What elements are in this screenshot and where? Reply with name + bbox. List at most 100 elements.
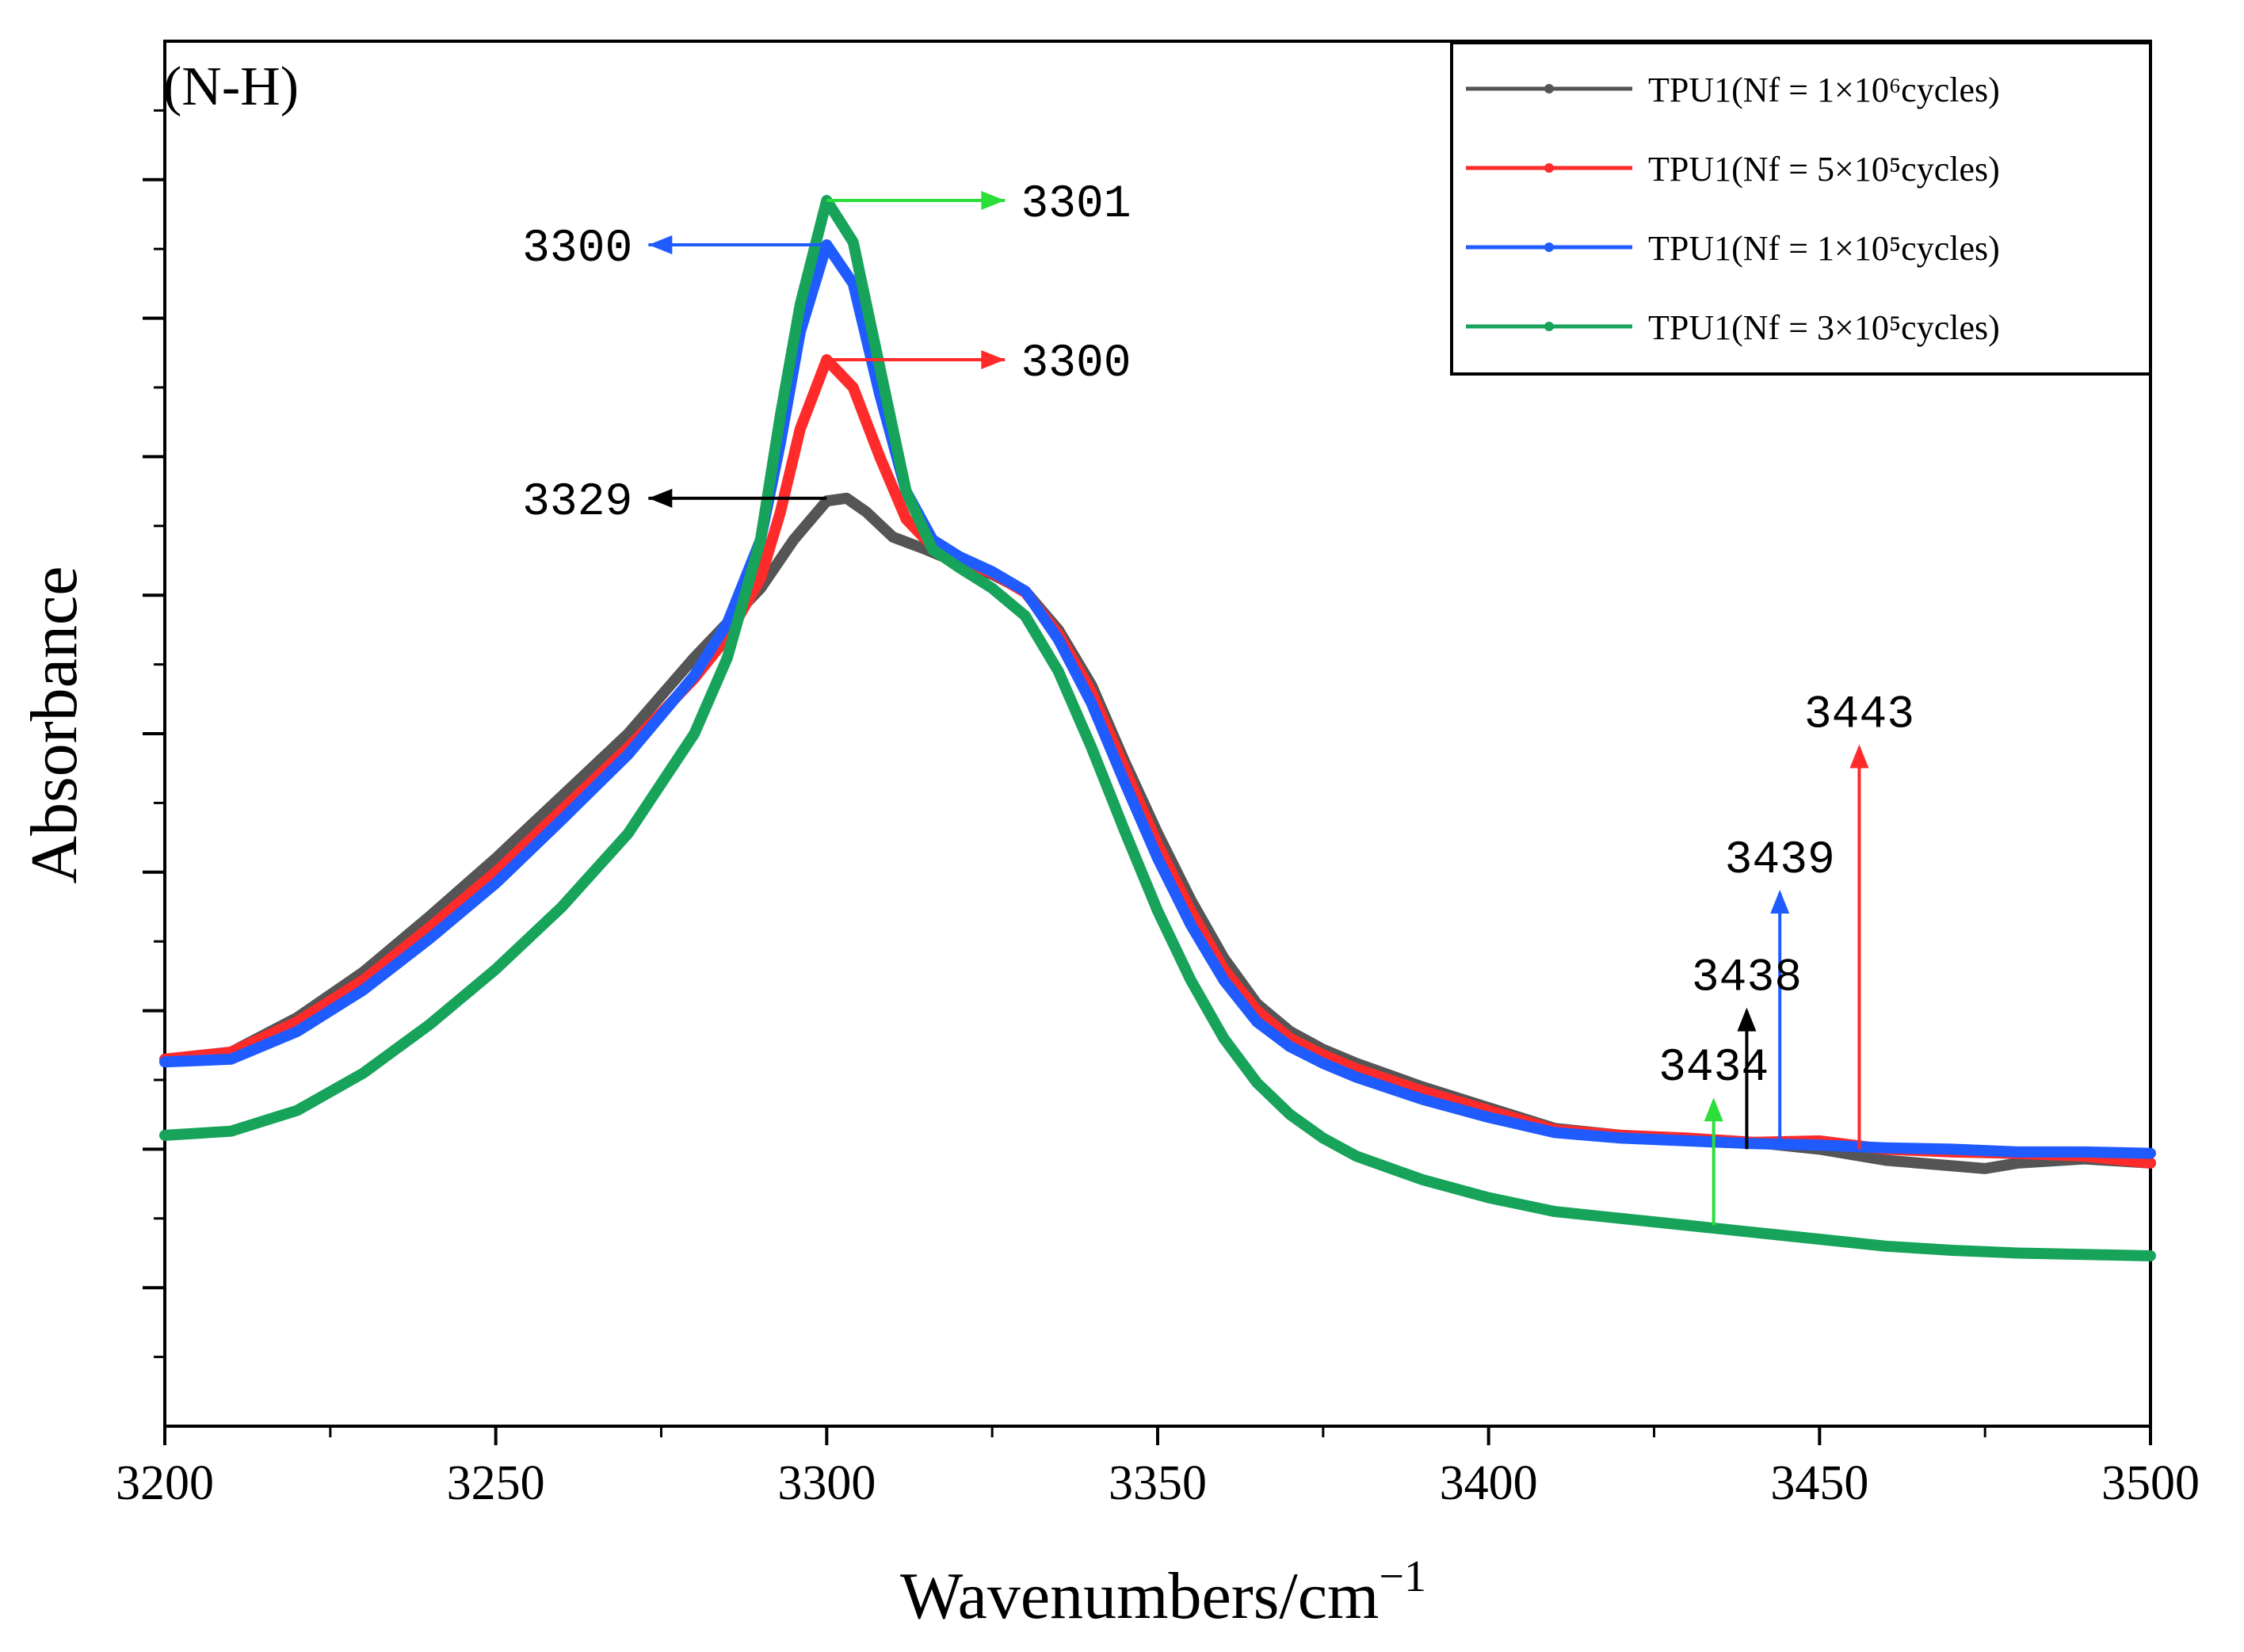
data-point (875, 361, 885, 372)
peak-annotation: 3434 (1658, 1043, 1769, 1226)
data-point (954, 551, 964, 562)
data-point (1020, 586, 1030, 596)
annotation-label: 3301 (1021, 179, 1131, 231)
annotation-label: 3438 (1692, 953, 1802, 1005)
data-point (1880, 1241, 1891, 1251)
data-point (775, 410, 785, 420)
data-point (723, 618, 733, 628)
data-point (848, 278, 858, 288)
data-point (2013, 1158, 2023, 1168)
legend-entry: TPU1(Nf = 1×10⁵cycles) (1466, 229, 2000, 268)
peak-annotation: 3329 (522, 477, 827, 528)
legend-swatch-marker (1544, 242, 1554, 252)
x-axis-title: Wavenumbers/cm−1 (900, 1552, 1426, 1633)
peak-annotation: 3300 (826, 338, 1132, 390)
data-point (689, 652, 700, 662)
annotation-arrowhead (981, 191, 1006, 211)
data-point (1185, 920, 1196, 930)
data-point (1550, 1127, 1560, 1138)
x-tick-label: 3350 (1109, 1456, 1207, 1510)
data-point (901, 514, 911, 525)
data-point (1880, 1155, 1891, 1166)
data-point (1053, 666, 1063, 677)
data-point (788, 535, 799, 545)
data-point (987, 567, 998, 577)
data-point (1748, 1139, 1758, 1149)
legend-label: TPU1(Nf = 1×10⁶cycles) (1648, 71, 2000, 109)
data-point (1351, 1072, 1361, 1082)
x-axis-ticks: 3200 3250 3300 3350 3400 3450 3500 (116, 1426, 2200, 1510)
data-point (490, 853, 501, 864)
x-tick-label: 3300 (777, 1456, 876, 1510)
data-point (226, 1054, 236, 1064)
data-point (723, 652, 733, 662)
data-point (1086, 698, 1097, 708)
data-point (1053, 635, 1063, 645)
data-point (1252, 1078, 1262, 1088)
panel-label: (N-H) (163, 56, 299, 117)
annotation-arrowhead (1849, 744, 1869, 769)
data-point (1947, 1144, 1957, 1154)
x-axis-title-text: Wavenumbers/cm (900, 1559, 1379, 1633)
data-point (2146, 1148, 2155, 1158)
data-point (623, 750, 633, 760)
annotation-arrowhead (648, 488, 673, 508)
data-point (490, 964, 501, 975)
data-point (1483, 1112, 1494, 1123)
annotation-label: 3300 (1021, 338, 1131, 390)
data-point (689, 729, 700, 738)
data-point (1947, 1161, 1957, 1171)
annotation-label: 3439 (1725, 835, 1835, 887)
annotation-arrowhead (1770, 890, 1790, 914)
data-point (1815, 1234, 1825, 1245)
series-layer (159, 195, 2156, 1261)
annotation-arrowhead (981, 350, 1006, 370)
data-point (226, 1126, 236, 1136)
data-point (557, 791, 567, 801)
data-point (1748, 1227, 1758, 1238)
x-tick-label: 3250 (447, 1456, 545, 1510)
annotation-label: 3434 (1658, 1043, 1769, 1094)
data-point (755, 574, 765, 584)
data-point (1120, 777, 1130, 788)
data-point (1219, 1033, 1229, 1043)
data-point (557, 815, 567, 825)
data-point (1682, 1220, 1693, 1230)
data-point (623, 828, 633, 838)
data-point (358, 985, 368, 995)
data-point (1153, 853, 1162, 864)
data-point (1616, 1133, 1626, 1143)
data-point (1351, 1151, 1361, 1162)
data-point (887, 532, 898, 542)
data-point (1980, 1163, 1990, 1173)
data-point (1153, 906, 1162, 916)
legend-entry: TPU1(Nf = 5×10⁵cycles) (1466, 150, 2000, 189)
peak-annotation: 3300 (522, 223, 827, 275)
legend-label: TPU1(Nf = 3×10⁵cycles) (1648, 308, 2000, 347)
data-point (987, 583, 998, 593)
legend-label: TPU1(Nf = 5×10⁵cycles) (1648, 150, 2000, 189)
data-point (1318, 1059, 1328, 1069)
x-tick-label: 3450 (1770, 1456, 1868, 1510)
data-point (1616, 1213, 1626, 1223)
data-point (795, 299, 805, 310)
data-point (2079, 1249, 2089, 1260)
legend-swatch-marker (1544, 322, 1554, 331)
data-point (490, 878, 501, 888)
data-point (292, 1105, 303, 1116)
annotation-label: 3443 (1804, 689, 1914, 741)
data-point (1815, 1140, 1825, 1150)
data-point (848, 237, 858, 247)
data-point (2013, 1146, 2023, 1157)
data-point (425, 1020, 435, 1030)
data-point (795, 424, 805, 434)
data-point (1418, 1174, 1428, 1185)
peak-annotation: 3438 (1692, 953, 1802, 1150)
data-point (160, 1057, 170, 1067)
data-point (1252, 1017, 1262, 1027)
data-point (1219, 975, 1229, 986)
data-point (358, 1068, 368, 1078)
legend-box (1450, 41, 2152, 376)
data-point (1020, 611, 1030, 621)
